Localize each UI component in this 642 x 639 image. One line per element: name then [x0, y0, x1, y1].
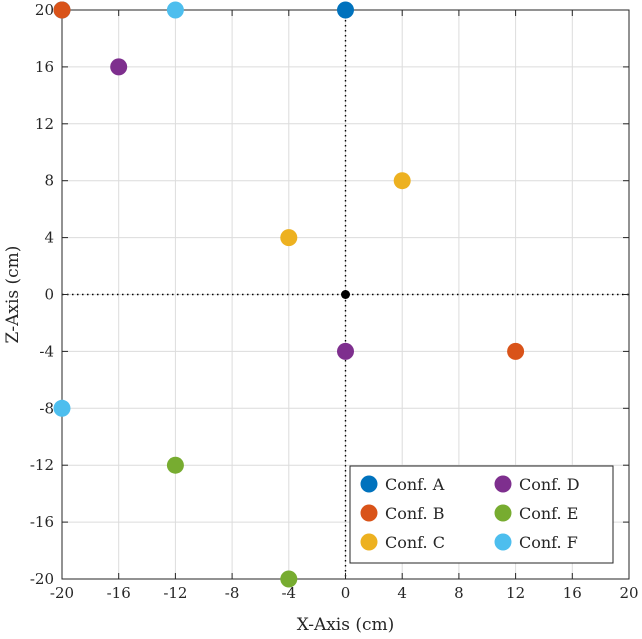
point-conf-b — [53, 1, 71, 19]
legend-marker-conf-f — [494, 533, 512, 551]
point-conf-f — [53, 399, 71, 417]
x-tick-label: 0 — [341, 584, 351, 602]
y-tick-label: 8 — [44, 172, 54, 190]
y-tick-label: -16 — [30, 513, 54, 531]
legend-label-conf-a: Conf. A — [385, 475, 445, 494]
x-tick-label: 12 — [506, 584, 525, 602]
legend-marker-conf-a — [360, 475, 378, 493]
x-axis-label: X-Axis (cm) — [297, 615, 395, 635]
point-conf-a — [337, 1, 354, 19]
point-conf-d — [337, 342, 354, 360]
data-points — [53, 1, 525, 588]
legend-marker-conf-c — [360, 533, 378, 551]
origin-point — [341, 290, 350, 299]
y-tick-label: 16 — [35, 58, 54, 76]
y-tick-label: 0 — [44, 286, 54, 304]
y-tick-label: -20 — [30, 570, 54, 588]
legend: Conf. A Conf. B Conf. C Conf. D Conf. E Conf.… — [349, 465, 614, 564]
legend-label-conf-e: Conf. E — [519, 504, 578, 523]
x-tick-label: -20 — [50, 584, 74, 602]
x-tick-label: -8 — [225, 584, 240, 602]
point-conf-d — [110, 58, 128, 76]
ticks: -20 -16 -12 -8 -4 0 4 8 12 16 20 -20 -16 -12 -8 -4 0 4 8 12… — [30, 1, 639, 602]
legend-box — [349, 465, 614, 564]
legend-marker-conf-e — [494, 504, 512, 522]
legend-label-conf-d: Conf. D — [519, 475, 580, 494]
legend-marker-conf-d — [494, 475, 512, 493]
x-tick-label: 8 — [454, 584, 464, 602]
y-tick-label: 4 — [44, 229, 54, 247]
x-tick-label: -16 — [107, 584, 131, 602]
point-conf-e — [166, 456, 184, 474]
point-conf-c — [393, 172, 411, 190]
y-tick-label: -12 — [30, 456, 54, 474]
point-conf-b — [507, 342, 525, 360]
x-tick-label: 16 — [563, 584, 582, 602]
y-tick-label: -4 — [39, 342, 54, 360]
legend-marker-conf-b — [360, 504, 378, 522]
point-conf-f — [166, 1, 184, 19]
y-axis-label: Z-Axis (cm) — [3, 246, 23, 344]
point-conf-c — [280, 229, 298, 247]
legend-label-conf-b: Conf. B — [385, 504, 444, 523]
x-tick-label: -4 — [281, 584, 296, 602]
legend-label-conf-f: Conf. F — [519, 533, 578, 552]
legend-label-conf-c: Conf. C — [385, 533, 445, 552]
x-tick-label: -12 — [163, 584, 187, 602]
y-tick-label: -8 — [39, 399, 54, 417]
x-tick-label: 4 — [397, 584, 407, 602]
x-tick-label: 20 — [619, 584, 638, 602]
point-conf-e — [280, 570, 298, 588]
y-tick-label: 12 — [35, 115, 54, 133]
y-tick-label: 20 — [35, 1, 54, 19]
